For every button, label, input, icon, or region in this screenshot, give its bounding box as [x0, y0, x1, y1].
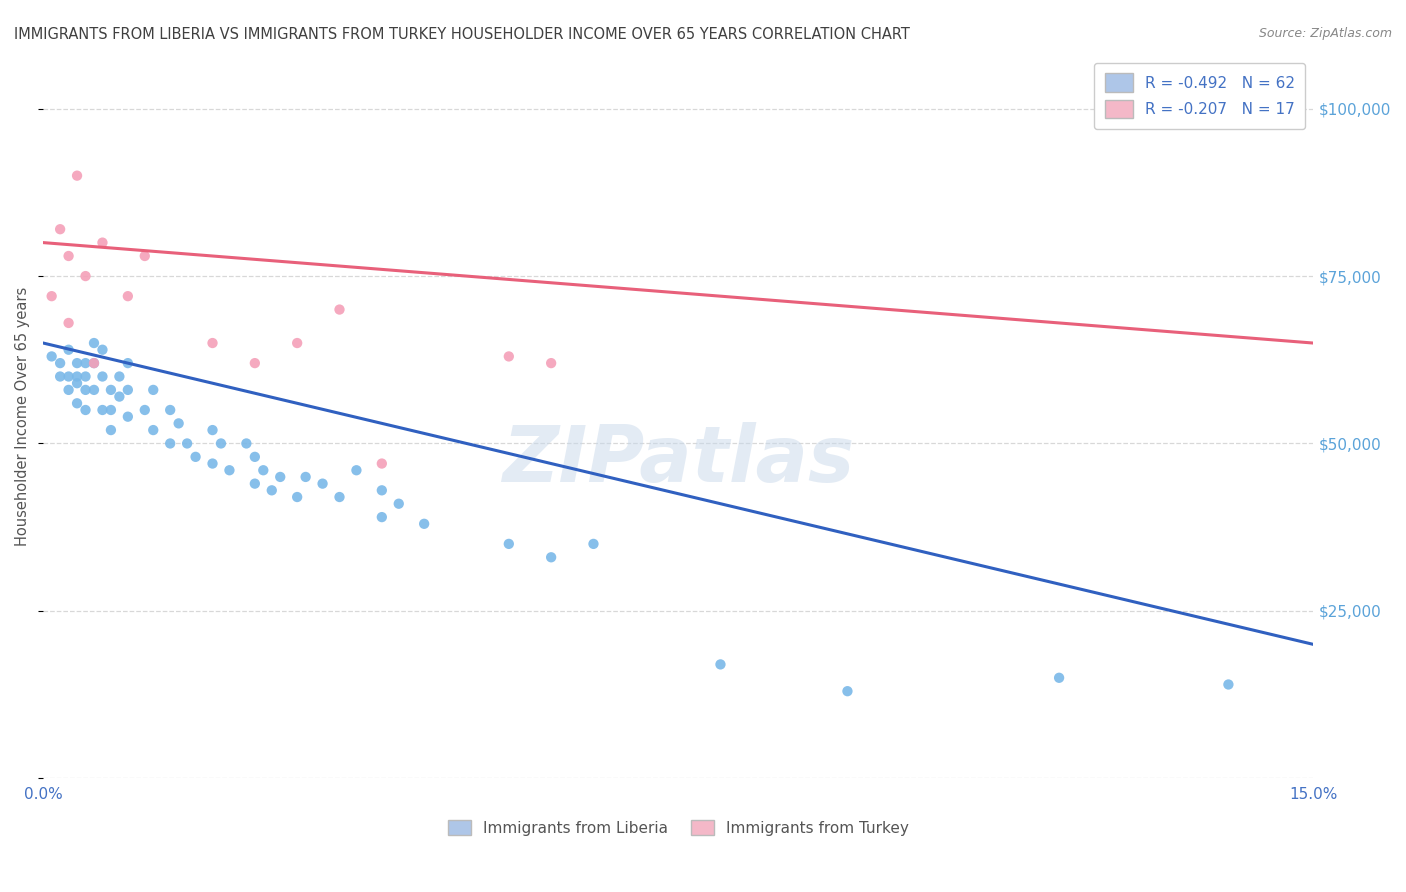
- Point: [252, 463, 274, 477]
- Text: Source: ZipAtlas.com: Source: ZipAtlas.com: [1258, 27, 1392, 40]
- Point: [311, 476, 333, 491]
- Point: [371, 457, 394, 471]
- Point: [540, 550, 562, 565]
- Point: [83, 356, 105, 370]
- Point: [582, 537, 605, 551]
- Point: [209, 436, 232, 450]
- Point: [66, 376, 89, 391]
- Point: [1047, 671, 1070, 685]
- Point: [117, 383, 139, 397]
- Point: [709, 657, 731, 672]
- Point: [66, 396, 89, 410]
- Point: [75, 403, 97, 417]
- Point: [142, 383, 165, 397]
- Point: [108, 369, 131, 384]
- Point: [49, 369, 72, 384]
- Point: [294, 470, 316, 484]
- Y-axis label: Householder Income Over 65 years: Householder Income Over 65 years: [15, 287, 30, 546]
- Point: [269, 470, 291, 484]
- Point: [328, 302, 350, 317]
- Point: [91, 369, 114, 384]
- Point: [159, 436, 181, 450]
- Point: [117, 356, 139, 370]
- Point: [83, 336, 105, 351]
- Point: [540, 356, 562, 370]
- Point: [201, 457, 224, 471]
- Legend: Immigrants from Liberia, Immigrants from Turkey: Immigrants from Liberia, Immigrants from…: [447, 820, 908, 836]
- Point: [41, 289, 63, 303]
- Point: [91, 343, 114, 357]
- Point: [167, 417, 190, 431]
- Point: [66, 356, 89, 370]
- Point: [108, 390, 131, 404]
- Point: [243, 476, 266, 491]
- Point: [159, 403, 181, 417]
- Point: [100, 423, 122, 437]
- Point: [58, 249, 80, 263]
- Point: [75, 356, 97, 370]
- Point: [134, 249, 156, 263]
- Point: [75, 269, 97, 284]
- Point: [388, 497, 411, 511]
- Text: ZIPatlas: ZIPatlas: [502, 422, 855, 498]
- Text: IMMIGRANTS FROM LIBERIA VS IMMIGRANTS FROM TURKEY HOUSEHOLDER INCOME OVER 65 YEA: IMMIGRANTS FROM LIBERIA VS IMMIGRANTS FR…: [14, 27, 910, 42]
- Point: [837, 684, 859, 698]
- Point: [218, 463, 240, 477]
- Point: [184, 450, 207, 464]
- Point: [142, 423, 165, 437]
- Point: [83, 356, 105, 370]
- Point: [1218, 677, 1240, 691]
- Point: [66, 169, 89, 183]
- Point: [100, 403, 122, 417]
- Point: [75, 383, 97, 397]
- Point: [117, 289, 139, 303]
- Point: [58, 343, 80, 357]
- Point: [100, 383, 122, 397]
- Point: [201, 423, 224, 437]
- Point: [285, 490, 308, 504]
- Point: [91, 403, 114, 417]
- Point: [260, 483, 283, 498]
- Point: [83, 383, 105, 397]
- Point: [134, 403, 156, 417]
- Point: [371, 483, 394, 498]
- Point: [49, 356, 72, 370]
- Point: [498, 537, 520, 551]
- Point: [176, 436, 198, 450]
- Point: [413, 516, 436, 531]
- Point: [243, 356, 266, 370]
- Point: [58, 316, 80, 330]
- Point: [201, 336, 224, 351]
- Point: [346, 463, 368, 477]
- Point: [117, 409, 139, 424]
- Point: [58, 369, 80, 384]
- Point: [58, 383, 80, 397]
- Point: [371, 510, 394, 524]
- Point: [328, 490, 350, 504]
- Point: [66, 369, 89, 384]
- Point: [49, 222, 72, 236]
- Point: [498, 350, 520, 364]
- Point: [75, 369, 97, 384]
- Point: [41, 350, 63, 364]
- Point: [91, 235, 114, 250]
- Point: [235, 436, 257, 450]
- Point: [243, 450, 266, 464]
- Point: [285, 336, 308, 351]
